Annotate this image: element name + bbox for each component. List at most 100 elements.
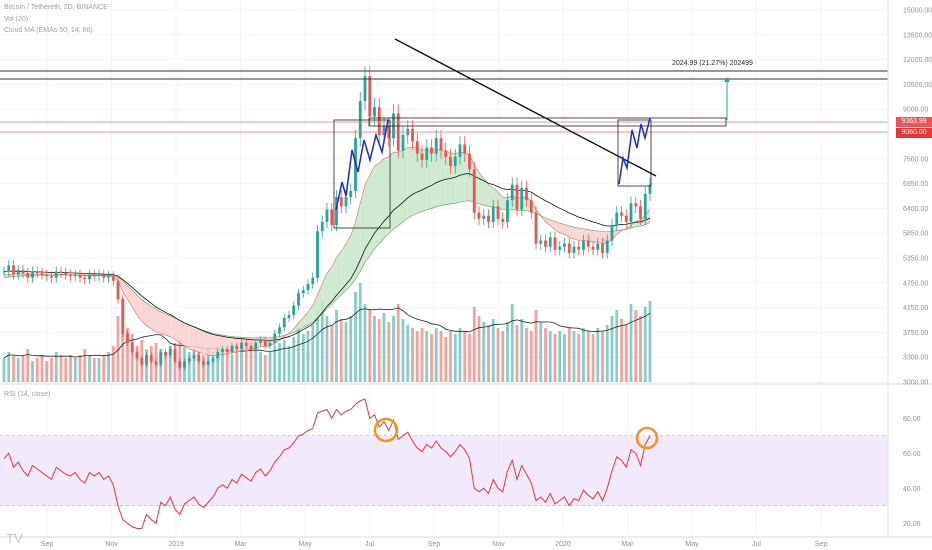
time-tick-label: Sep — [428, 541, 441, 548]
cloud-segment — [569, 225, 574, 239]
candle-body — [225, 349, 229, 353]
candle-body — [69, 274, 72, 277]
volume-bar — [121, 298, 125, 382]
candle-body — [420, 153, 424, 160]
volume-bar — [373, 316, 376, 382]
volume-bar — [506, 322, 509, 382]
cloud-segment — [578, 228, 584, 241]
cloud-ma-legend[interactable]: Cloud MA (EMAs 50, 14, 60) — [4, 27, 93, 34]
cloud-segment — [122, 280, 128, 300]
long-ma-line — [3, 173, 651, 341]
cloud-segment — [583, 228, 589, 242]
symbol-legend[interactable]: Bitcoin / Tethereth, 2D, BINANCE — [4, 4, 108, 11]
candle-body — [482, 215, 486, 219]
cloud-segment — [379, 158, 384, 244]
cloud-segment — [151, 306, 156, 332]
volume-bar — [520, 319, 524, 382]
cloud-segment — [213, 333, 218, 356]
volume-bar — [634, 310, 638, 382]
candle-body — [325, 209, 329, 222]
cloud-segment — [422, 149, 427, 212]
candle-body — [615, 212, 619, 225]
volume-bar — [363, 304, 367, 382]
rsi-legend[interactable]: RSI (14, close) — [4, 391, 51, 398]
cloud-segment — [483, 178, 489, 207]
volume-bar — [392, 316, 395, 382]
volume-legend[interactable]: Vol (20) — [4, 16, 29, 23]
volume-bar — [230, 355, 234, 382]
cloud-segment — [597, 230, 603, 244]
candle-body — [567, 243, 571, 253]
cloud-segment — [384, 156, 389, 239]
measure-label: 2024.99 (21.27%) 202499 — [672, 60, 753, 67]
candle-body — [368, 76, 372, 117]
volume-bar — [382, 313, 386, 382]
candle-body — [107, 276, 110, 278]
volume-bar — [297, 328, 300, 382]
candle-body — [116, 280, 120, 300]
time-tick-label: 2019 — [168, 541, 184, 548]
tradingview-logo: TV — [6, 531, 23, 546]
cloud-segment — [184, 322, 190, 349]
time-axis[interactable]: Sep Nov 2019 Mar May Jul Sep Nov 2020 Mar May Jul Se… — [41, 541, 828, 548]
price-tag-lower: 9060.00 — [896, 128, 932, 138]
candle-body — [244, 342, 248, 346]
volume-bar — [320, 301, 324, 382]
time-tick-label: Sep — [815, 541, 828, 548]
volume-bar — [444, 337, 448, 382]
pattern-box-left — [333, 119, 391, 229]
price-tick-label: 9000.00 — [903, 107, 928, 114]
candle-body — [439, 138, 443, 151]
candle-body — [59, 271, 63, 274]
volume-bar — [358, 283, 362, 382]
volume-bar — [26, 349, 30, 382]
volume-bar — [472, 307, 476, 382]
cloud-segment — [355, 203, 361, 280]
cloud-segment — [8, 273, 14, 278]
cloud-segment — [146, 303, 152, 329]
volume-bar — [64, 358, 68, 382]
time-tick-label: Jul — [752, 541, 761, 548]
candle-body — [287, 314, 291, 318]
volume-bar — [396, 304, 400, 382]
candle-body — [297, 293, 300, 306]
volume-bar — [567, 328, 571, 382]
volume-bar — [534, 310, 538, 382]
volume-bar — [335, 310, 338, 382]
candle-body — [320, 221, 324, 232]
cloud-segment — [194, 326, 199, 353]
rsi-pane — [0, 398, 932, 538]
range-box — [368, 117, 727, 127]
candle-body — [202, 361, 205, 365]
cloud-segment — [303, 311, 308, 328]
cloud-segment — [574, 227, 579, 241]
cloud-segment — [555, 221, 560, 233]
candle-body — [501, 218, 505, 222]
cloud-segment — [436, 149, 441, 207]
volume-bar — [349, 316, 353, 382]
volume-bar — [31, 361, 34, 382]
cloud-segment — [550, 219, 555, 230]
volume-bar — [577, 334, 581, 382]
candle-body — [496, 206, 500, 219]
candle-body — [415, 141, 419, 154]
volume-bar — [21, 355, 25, 382]
rsi-axis[interactable]: 80.00 60.00 40.00 20.00 — [903, 416, 921, 528]
volume-bar — [368, 310, 372, 382]
candle-body — [135, 352, 139, 359]
candle-body — [178, 361, 182, 368]
cloud-segment — [322, 273, 327, 314]
candle-body — [73, 274, 77, 277]
drawings-layer[interactable] — [0, 38, 888, 229]
time-tick-label: Nov — [105, 541, 118, 548]
price-axis[interactable]: 15000.00 13500.00 12000.00 10500.00 9000.00 8… — [887, 0, 932, 537]
volume-bar — [525, 328, 528, 382]
time-tick-label: May — [685, 541, 699, 548]
candle-body — [78, 274, 82, 278]
price-tag-upper: 9363.99 — [896, 117, 932, 127]
volume-bar — [406, 325, 410, 382]
cloud-segment — [488, 184, 494, 208]
volume-bar — [477, 316, 481, 382]
volume-bar — [330, 325, 334, 382]
